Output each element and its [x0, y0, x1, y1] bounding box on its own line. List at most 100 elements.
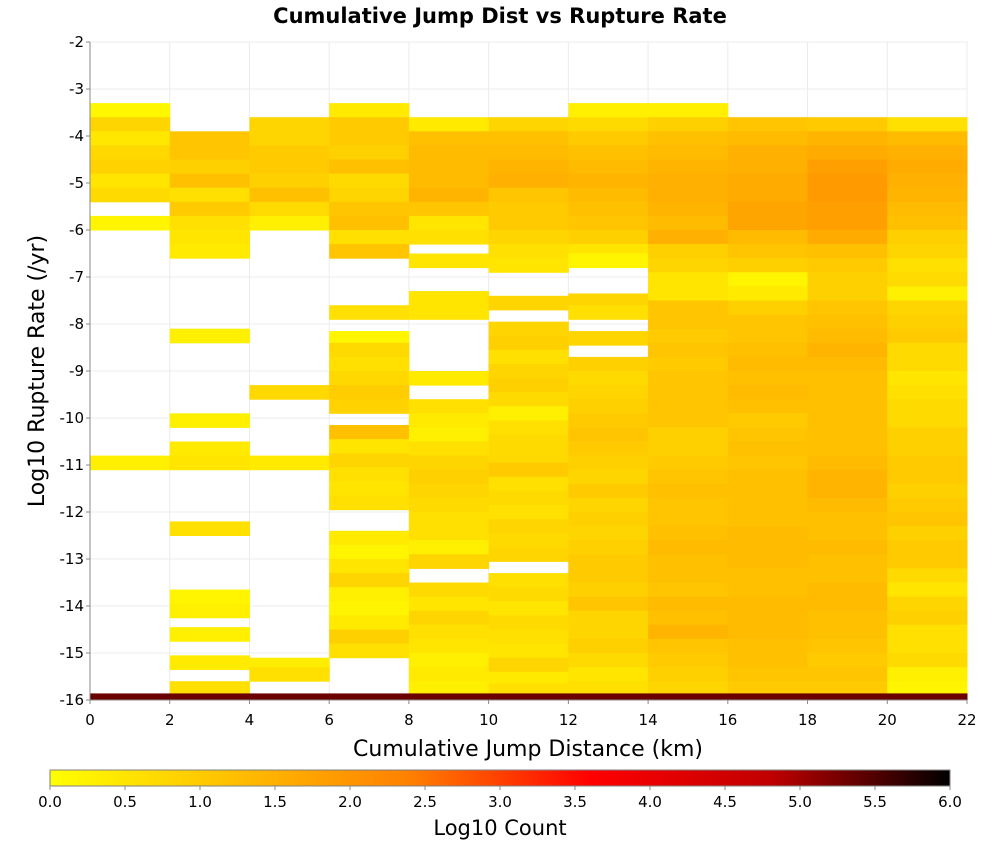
heatmap-cell [887, 596, 968, 612]
heatmap-cell [807, 681, 888, 696]
heatmap-cell [408, 117, 490, 132]
heatmap-cell [408, 187, 490, 203]
heatmap-cell [807, 356, 888, 372]
heatmap-cell [727, 145, 809, 160]
heatmap-cell [648, 624, 729, 640]
heatmap-cell [488, 159, 569, 175]
heatmap-cell [807, 610, 888, 626]
heatmap-cell [807, 215, 888, 231]
heatmap-cell [488, 349, 569, 365]
y-tick-label: -7 [69, 268, 84, 286]
heatmap-cell [807, 526, 888, 541]
heatmap-cell [488, 671, 569, 687]
heatmap-cell [648, 427, 729, 442]
heatmap-cell [807, 441, 888, 457]
heatmap-cell [887, 483, 968, 499]
heatmap-cell [329, 399, 410, 414]
heatmap-cell [887, 399, 968, 414]
heatmap-cell [408, 399, 490, 414]
heatmap-cell [169, 693, 250, 701]
heatmap-cell [90, 159, 171, 175]
heatmap-cell [807, 497, 888, 513]
heatmap-cell [488, 519, 569, 534]
heatmap-cell [807, 159, 888, 175]
y-tick-label: -11 [60, 456, 85, 474]
heatmap-cell [648, 131, 729, 146]
heatmap-cell [807, 131, 888, 146]
heatmap-cell [648, 483, 729, 499]
y-tick-label: -10 [60, 409, 85, 427]
heatmap-cell [329, 159, 410, 175]
heatmap-cell [249, 693, 330, 701]
heatmap-cell [648, 455, 729, 471]
heatmap-cell [329, 230, 410, 245]
heatmap-cell [488, 434, 569, 450]
heatmap-cell [727, 328, 809, 344]
heatmap-cell [727, 624, 809, 640]
heatmap-cell [807, 638, 888, 654]
colorbar-tick-label: 1.5 [263, 793, 287, 811]
heatmap-cell [90, 117, 171, 132]
heatmap-cell [169, 173, 250, 189]
heatmap-cell [329, 244, 410, 259]
heatmap-cell [727, 610, 809, 626]
heatmap-cell [568, 159, 649, 175]
heatmap-cell [329, 425, 410, 440]
heatmap-cell [807, 286, 888, 301]
x-tick-label: 10 [479, 711, 498, 729]
heatmap-cell [568, 540, 649, 555]
heatmap-cell [488, 533, 569, 548]
heatmap-cell [568, 305, 649, 320]
heatmap-cell [648, 540, 729, 555]
heatmap-cell [648, 201, 729, 217]
x-tick-label: 22 [957, 711, 976, 729]
heatmap-cell [408, 582, 490, 598]
heatmap-cell [249, 187, 330, 203]
heatmap-cell [90, 173, 171, 189]
heatmap-cell [887, 441, 968, 457]
heatmap-cell [887, 187, 968, 203]
heatmap-cell [887, 455, 968, 471]
heatmap-cell [807, 328, 888, 344]
heatmap-cell [648, 244, 729, 259]
heatmap-cell [329, 629, 410, 645]
heatmap-cell [807, 540, 888, 555]
heatmap-cell [807, 230, 888, 245]
heatmap-cell [488, 131, 569, 146]
heatmap-cell [887, 693, 968, 701]
y-tick-label: -12 [60, 503, 85, 521]
heatmap-cell [329, 215, 410, 231]
heatmap-cell [727, 441, 809, 457]
heatmap-cell [568, 413, 649, 428]
colorbar-tick-label: 2.5 [413, 793, 437, 811]
x-tick-label: 12 [559, 711, 578, 729]
heatmap-cell [727, 131, 809, 146]
heatmap-cell [329, 356, 410, 372]
heatmap-cell [169, 521, 250, 536]
y-tick-label: -15 [60, 644, 85, 662]
heatmap-cell [329, 530, 410, 546]
y-tick-label: -14 [60, 597, 85, 615]
heatmap-cell [727, 540, 809, 555]
heatmap-cell [329, 331, 410, 346]
heatmap-cell [807, 342, 888, 358]
heatmap-cell [727, 554, 809, 569]
heatmap-cell [807, 512, 888, 527]
heatmap-cell [329, 481, 410, 497]
heatmap-cell [568, 526, 649, 541]
colorbar-tick-label: 2.0 [338, 793, 362, 811]
heatmap-cell [807, 314, 888, 330]
heatmap-cell [169, 413, 250, 428]
colorbar-tick-label: 5.5 [863, 793, 887, 811]
heatmap-cell [807, 272, 888, 287]
heatmap-cell [169, 603, 250, 619]
heatmap-cell [408, 638, 490, 654]
heatmap-cell [408, 173, 490, 189]
heatmap-cell [408, 253, 490, 269]
heatmap-cell [887, 385, 968, 400]
heatmap-cell [727, 455, 809, 471]
heatmap-cell [568, 371, 649, 386]
heatmap-cell [90, 215, 171, 231]
colorbar-ticks: 0.0 0.5 1.0 1.5 2.0 2.5 3.0 3.5 4.0 4.5 5.0 5.5 6.0 [38, 786, 962, 811]
heatmap-cell [887, 131, 968, 146]
